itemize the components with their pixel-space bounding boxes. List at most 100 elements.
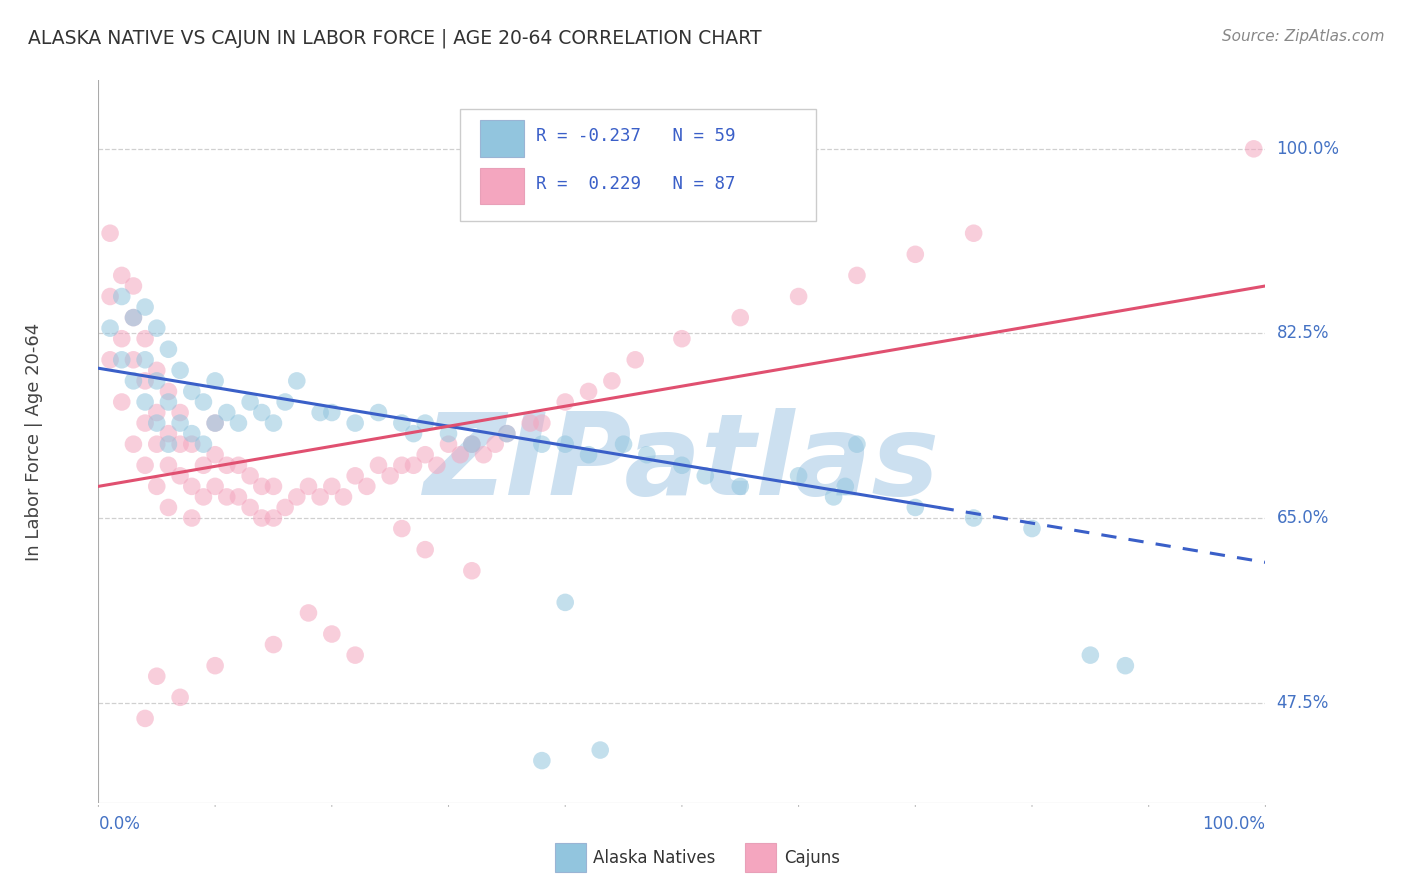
Point <box>262 511 284 525</box>
Point <box>215 405 238 419</box>
Point <box>239 468 262 483</box>
Point <box>157 343 180 357</box>
Point <box>332 490 354 504</box>
Text: 0.0%: 0.0% <box>98 815 141 833</box>
Point <box>98 352 121 367</box>
Point <box>846 268 869 283</box>
Point <box>111 268 134 283</box>
Point <box>146 321 169 335</box>
Point <box>787 468 810 483</box>
Point <box>193 490 215 504</box>
Point <box>157 500 180 515</box>
Point <box>134 374 156 388</box>
Point <box>274 500 297 515</box>
Point <box>180 384 202 399</box>
Text: Alaska Natives: Alaska Natives <box>593 849 716 867</box>
Point <box>204 448 226 462</box>
FancyBboxPatch shape <box>479 168 524 203</box>
Point <box>530 416 553 430</box>
Point <box>180 437 202 451</box>
Point <box>204 658 226 673</box>
Point <box>554 395 576 409</box>
Point <box>437 426 460 441</box>
Text: R = -0.237   N = 59: R = -0.237 N = 59 <box>536 128 735 145</box>
Point <box>157 395 180 409</box>
Point <box>98 321 121 335</box>
Point <box>157 437 180 451</box>
Point <box>344 468 367 483</box>
Text: 100.0%: 100.0% <box>1202 815 1265 833</box>
Point <box>496 426 519 441</box>
Point <box>193 437 215 451</box>
Point <box>787 289 810 303</box>
Point <box>157 458 180 473</box>
Point <box>636 448 658 462</box>
Point <box>250 479 273 493</box>
Point <box>134 300 156 314</box>
Point <box>134 711 156 725</box>
Text: Cajuns: Cajuns <box>785 849 841 867</box>
Text: 82.5%: 82.5% <box>1277 325 1329 343</box>
Text: ALASKA NATIVE VS CAJUN IN LABOR FORCE | AGE 20-64 CORRELATION CHART: ALASKA NATIVE VS CAJUN IN LABOR FORCE | … <box>28 29 762 48</box>
Point <box>962 226 984 240</box>
Point <box>146 479 169 493</box>
Text: Source: ZipAtlas.com: Source: ZipAtlas.com <box>1222 29 1385 44</box>
Point <box>193 395 215 409</box>
Point <box>146 374 169 388</box>
Point <box>146 437 169 451</box>
Text: 65.0%: 65.0% <box>1277 509 1329 527</box>
Point <box>204 374 226 388</box>
Point <box>519 416 541 430</box>
Point <box>146 416 169 430</box>
Point <box>472 448 495 462</box>
Point <box>391 522 413 536</box>
Point <box>321 479 343 493</box>
Point <box>1021 522 1043 536</box>
Point <box>250 511 273 525</box>
Point <box>146 363 169 377</box>
Point <box>169 690 191 705</box>
Point <box>554 595 576 609</box>
Point <box>228 490 250 504</box>
Text: 47.5%: 47.5% <box>1277 694 1329 712</box>
Point <box>1080 648 1102 662</box>
Point <box>228 458 250 473</box>
Point <box>309 405 332 419</box>
Point <box>1114 658 1136 673</box>
Point <box>274 395 297 409</box>
Point <box>122 310 145 325</box>
Point <box>413 416 436 430</box>
Point <box>262 638 284 652</box>
Point <box>391 416 413 430</box>
Point <box>321 627 343 641</box>
Point <box>356 479 378 493</box>
Point <box>204 416 226 430</box>
Point <box>180 426 202 441</box>
Point <box>730 479 752 493</box>
Point <box>157 426 180 441</box>
Point <box>111 395 134 409</box>
Point <box>578 384 600 399</box>
Point <box>344 416 367 430</box>
Point <box>461 564 484 578</box>
Point <box>169 437 191 451</box>
Point <box>169 363 191 377</box>
Point <box>98 289 121 303</box>
Point <box>426 458 449 473</box>
Point <box>321 405 343 419</box>
Point <box>180 479 202 493</box>
Point <box>111 332 134 346</box>
Point <box>297 479 319 493</box>
Point <box>215 490 238 504</box>
Point <box>671 458 693 473</box>
Point <box>578 448 600 462</box>
Point <box>239 395 262 409</box>
Point <box>134 395 156 409</box>
Point <box>98 226 121 240</box>
Point <box>530 437 553 451</box>
FancyBboxPatch shape <box>460 109 815 221</box>
Point <box>367 405 389 419</box>
Point <box>146 405 169 419</box>
Point <box>134 352 156 367</box>
Point <box>122 437 145 451</box>
